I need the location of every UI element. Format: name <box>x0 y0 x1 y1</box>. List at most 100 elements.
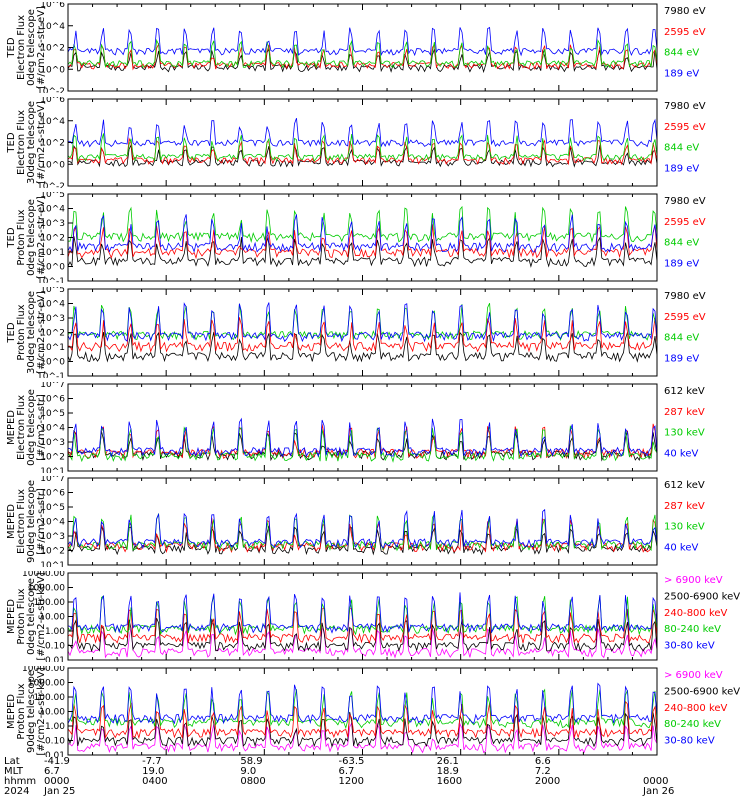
y-axis-label-line: TED <box>6 132 17 153</box>
y-axis-label-line: [#/cm2-s-str] <box>36 488 47 555</box>
series-line-7-2 <box>67 617 658 653</box>
legend-entry: 844 eV <box>664 48 699 59</box>
y-axis-label-line: Proton Flux <box>16 209 27 265</box>
y-axis-label-line: [#/cm2-s-str-eV] <box>36 196 47 279</box>
y-tick-label: 10^-1 <box>37 277 65 283</box>
y-axis-label-2: TED Electron Flux 30deg telescope [#/cm2-s-… <box>6 101 47 184</box>
y-tick-label: 10^3 <box>40 438 65 448</box>
plot-frame-3 <box>67 193 658 282</box>
legend-entry: 2595 eV <box>664 217 706 228</box>
series-line-4-1 <box>67 331 658 363</box>
legend-entry: 844 eV <box>664 333 699 344</box>
legend-entry: 2500-6900 keV <box>664 591 740 602</box>
y-axis-label-line: [#/cm2-s-str] <box>36 394 47 461</box>
y-tick-label: 10^7 <box>40 382 65 390</box>
series-line-1-4 <box>67 26 658 57</box>
y-axis-label-line: MEPED <box>6 504 17 539</box>
y-axis-label-line: TED <box>6 227 17 248</box>
legend-entry: 189 eV <box>664 163 699 174</box>
y-axis-label-line: TED <box>6 322 17 343</box>
series-line-3-1 <box>67 236 658 268</box>
y-tick-label: 10^6 <box>40 395 65 405</box>
y-tick-label: 1000.00 <box>28 679 65 689</box>
legend-entry: 240-800 keV <box>664 608 728 619</box>
series-line-7-1 <box>67 627 658 659</box>
legend-entry: 2595 eV <box>664 27 706 38</box>
y-tick-label: 10^3 <box>40 314 65 324</box>
y-tick-label: 10^6 <box>40 97 65 105</box>
y-axis-label-line: Electron Flux <box>16 15 27 80</box>
series-line-7-3 <box>67 607 658 644</box>
y-axis-label-line: [#/cm2-s-str-keV] <box>36 572 47 660</box>
y-axis-label-line: 30deg telescope <box>26 101 37 184</box>
series-line-2-1 <box>68 143 658 168</box>
legend-entry: 189 eV <box>664 353 699 364</box>
y-axis-label-3: TED Proton Flux 0deg telescope [#/cm2-s-str… <box>6 196 47 279</box>
legend-entry: 240-800 keV <box>664 703 728 714</box>
y-axis-label-line: 30deg telescope <box>26 291 37 374</box>
legend-entry: 612 keV <box>664 386 705 397</box>
y-tick-label: 10^0 <box>40 358 65 368</box>
panel-5: 10^7 10^6 10^5 10^4 10^3 10^2 10^1 MEPED Electro… <box>0 382 750 473</box>
legend-entry: 80-240 keV <box>664 719 721 730</box>
y-axis-label-line: [#/cm2-s-str-keV] <box>36 667 47 755</box>
y-axis-label-5: MEPED Electron Flux 0deg telescope [#/cm2-s… <box>6 389 47 466</box>
y-tick-label: 10^5 <box>40 192 65 200</box>
panel-2: 10^6 10^4 10^2 10^0 10^-2 TED Electron Flux 30d… <box>0 97 750 188</box>
series-line-6-2 <box>67 517 658 554</box>
y-tick-label: 10^6 <box>40 489 65 499</box>
legend-entry: 844 eV <box>664 238 699 249</box>
y-axis-label-line: 90deg telescope <box>26 670 37 753</box>
y-tick-label: 10^3 <box>40 532 65 542</box>
series-line-3-3 <box>67 205 658 243</box>
y-tick-label: 1.00 <box>45 627 65 637</box>
panel-svg-7: 10000.001000.00100.0010.001.000.100.01ME… <box>6 571 740 662</box>
series-line-8-5 <box>67 682 658 725</box>
series-line-3-2 <box>67 224 658 260</box>
y-tick-label: 0.10 <box>45 737 65 747</box>
y-axis-label-line: MEPED <box>6 599 17 634</box>
series-line-5-4 <box>67 417 658 458</box>
y-tick-label: 10^2 <box>40 139 65 149</box>
y-axis-label-line: Electron Flux <box>16 110 27 175</box>
y-tick-label: 10.00 <box>39 708 65 718</box>
legend-entry: 2595 eV <box>664 122 706 133</box>
legend-entry: 612 keV <box>664 480 705 491</box>
legend-entry: 7980 eV <box>664 291 706 302</box>
y-tick-label: 10.00 <box>39 613 65 623</box>
y-tick-label: 10^2 <box>40 329 65 339</box>
y-tick-label: 0.01 <box>45 656 65 662</box>
legend-entry: 30-80 keV <box>664 736 715 747</box>
y-axis-label-4: TED Proton Flux 30deg telescope [#/cm2-s-st… <box>6 291 47 374</box>
y-tick-label: 10^2 <box>40 547 65 557</box>
legend-entry: 2595 eV <box>664 312 706 323</box>
y-tick-label: 1000.00 <box>28 584 65 594</box>
legend-entry: 287 keV <box>664 407 705 418</box>
y-tick-label: 10^-1 <box>37 372 65 378</box>
y-axis-label-line: 0deg telescope <box>26 9 37 86</box>
legend-entry: 130 keV <box>664 522 705 533</box>
y-tick-label: 10^-2 <box>37 182 65 188</box>
y-tick-label: 10^5 <box>40 287 65 295</box>
y-axis-label-1: TED Electron Flux 0deg telescope [#/cm2-s-s… <box>6 6 47 89</box>
panel-3: 10^5 10^4 10^3 10^2 10^1 10^0 10^-1 TED Proton F… <box>0 192 750 283</box>
y-tick-label: 10^5 <box>40 503 65 513</box>
series-line-4-3 <box>67 303 658 342</box>
series-line-6-4 <box>67 508 658 550</box>
y-axis-label-line: 0deg telescope <box>26 199 37 276</box>
legend-entry: 80-240 keV <box>664 624 721 635</box>
y-axis-label-line: [#/cm2-s-str-eV] <box>36 6 47 89</box>
y-tick-label: 10^4 <box>40 117 65 127</box>
y-axis-label-line: Proton Flux <box>16 304 27 360</box>
y-tick-label: 10^0 <box>40 263 65 273</box>
y-tick-label: 10^6 <box>40 2 65 10</box>
series-line-4-2 <box>67 317 658 353</box>
y-axis-label-line: Proton Flux <box>16 683 27 739</box>
series-line-4-4 <box>67 302 658 343</box>
panel-4: 10^5 10^4 10^3 10^2 10^1 10^0 10^-1 TED Proton F… <box>0 287 750 378</box>
legend-entry: 40 keV <box>664 448 698 459</box>
legend-entry: 287 keV <box>664 501 705 512</box>
legend-entry: 189 eV <box>664 258 699 269</box>
